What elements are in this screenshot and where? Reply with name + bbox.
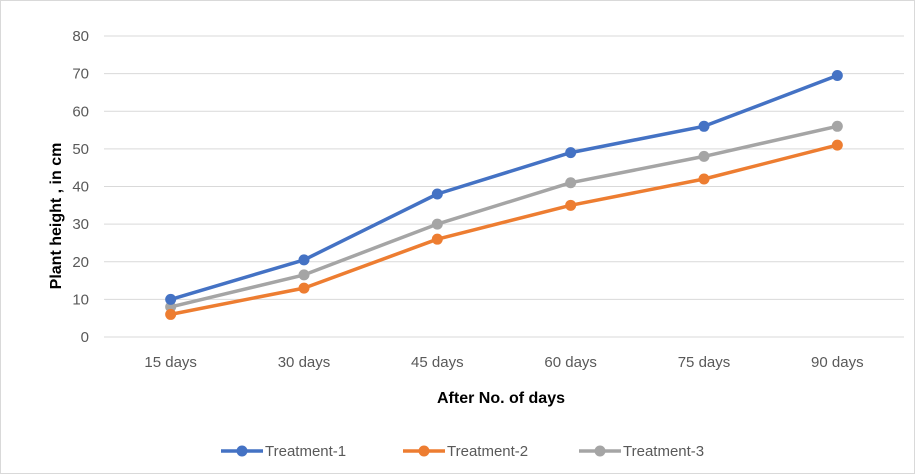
legend: Treatment-1 Treatment-2 Treatment-3 [221,443,704,460]
x-tick-label: 15 days [144,354,197,371]
y-tick-label: 60 [72,103,89,120]
data-point [431,218,443,230]
y-tick-label: 40 [72,179,89,196]
gridlines [104,35,904,338]
data-point [165,293,177,305]
y-tick-label: 20 [72,254,89,271]
data-point [831,120,843,132]
legend-label: Treatment-1 [265,443,346,460]
data-point [831,70,843,82]
data-point [298,282,310,294]
x-tick-label: 75 days [678,354,731,371]
data-point [565,199,577,211]
data-point [698,120,710,132]
x-tick-label: 45 days [411,354,464,371]
y-axis-ticks: 0 10 20 30 40 50 60 70 80 [72,28,89,346]
data-point [431,233,443,245]
data-point [698,150,710,162]
y-tick-label: 80 [72,28,89,45]
data-point [165,308,177,320]
data-point [298,269,310,281]
series-line [168,124,840,309]
y-tick-label: 30 [72,216,89,233]
data-point [431,188,443,200]
legend-label: Treatment-3 [623,443,704,460]
x-tick-label: 60 days [544,354,597,371]
data-point [165,301,177,313]
legend-item: Treatment-1 [221,443,346,460]
y-tick-label: 10 [72,291,89,308]
series-2 [165,139,843,320]
series-3 [165,120,843,313]
series-1 [165,70,843,305]
legend-label: Treatment-2 [447,443,528,460]
legend-item: Treatment-2 [403,443,528,460]
data-point [565,177,577,189]
x-tick-label: 90 days [811,354,864,371]
legend-marker [418,445,430,457]
x-axis-ticks: 15 days 30 days 45 days 60 days 75 days 90 da… [144,354,863,371]
series-line [168,143,840,317]
data-point [565,147,577,159]
legend-marker [236,445,248,457]
y-tick-label: 0 [81,329,89,346]
series-layer [165,70,843,320]
x-tick-label: 30 days [278,354,331,371]
y-axis-title: Plant height , in cm [48,143,65,290]
x-axis-title: After No. of days [437,390,565,407]
data-point [831,139,843,151]
y-tick-label: 50 [72,141,89,158]
legend-item: Treatment-3 [579,443,704,460]
series-line [168,73,840,302]
y-tick-label: 70 [72,66,89,83]
data-point [698,173,710,185]
legend-marker [594,445,606,457]
data-point [298,254,310,266]
